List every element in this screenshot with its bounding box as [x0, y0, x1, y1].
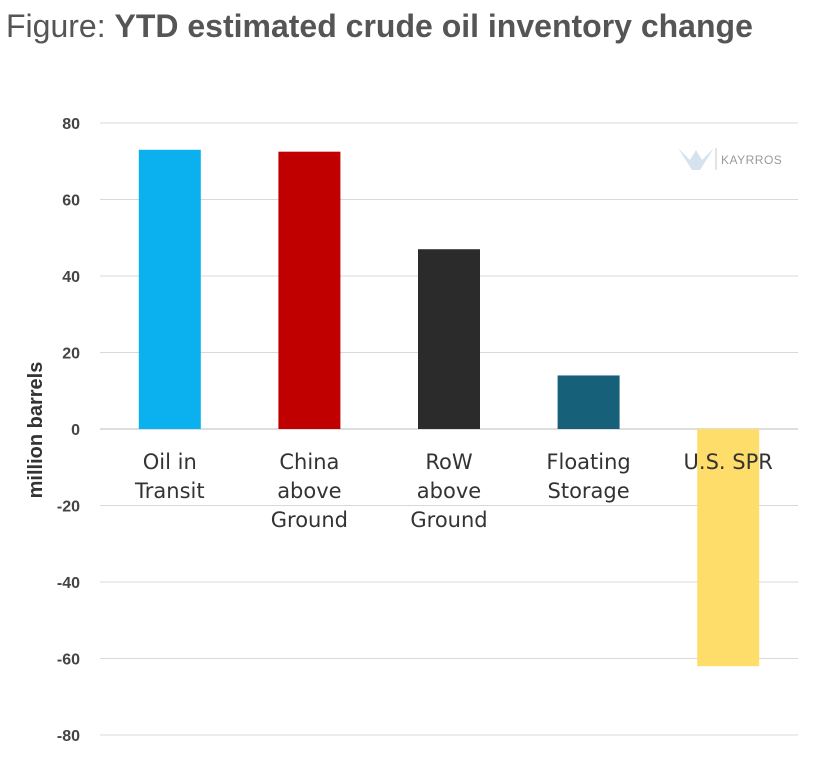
bar [418, 249, 480, 429]
category-label: Oil in Transit [134, 450, 205, 503]
category-label-line: China [279, 450, 339, 474]
bar [138, 149, 201, 429]
y-tick-label: -60 [57, 652, 80, 669]
y-tick-label: 60 [62, 193, 80, 210]
category-label-line: Floating [546, 450, 630, 474]
kayrros-logo-icon [678, 148, 714, 170]
y-tick-label: -80 [57, 728, 80, 745]
kayrros-logo: KAYRROS [678, 148, 782, 170]
category-labels: Oil in Transit China above Ground RoW above Gro… [134, 450, 773, 532]
y-tick-label: 80 [62, 116, 80, 133]
y-tick-label: -20 [57, 499, 80, 516]
y-tick-label: 20 [62, 346, 80, 363]
title-prefix: Figure: [6, 8, 115, 44]
y-axis-ticks: 80 60 40 20 0 -20 -40 -60 -80 [57, 116, 80, 745]
chart-title: Figure: YTD estimated crude oil inventor… [6, 8, 753, 45]
kayrros-logo-text: KAYRROS [721, 153, 782, 167]
category-label-line: RoW [425, 450, 472, 474]
y-tick-label: 0 [71, 422, 80, 439]
bar [278, 151, 341, 429]
bars [138, 149, 760, 667]
bar [697, 429, 760, 667]
category-label-line: Oil in [143, 450, 197, 474]
category-label-line: Ground [410, 508, 487, 532]
y-axis-label: million barrels [25, 362, 47, 499]
category-label-line: Ground [271, 508, 348, 532]
category-label: U.S. SPR [684, 450, 773, 474]
category-label: RoW above Ground [410, 450, 487, 532]
category-label: Floating Storage [546, 450, 630, 503]
y-tick-label: 40 [62, 269, 80, 286]
title-main: YTD estimated crude oil inventory change [114, 8, 753, 44]
category-label-line: above [417, 479, 481, 503]
category-label-line: above [277, 479, 341, 503]
category-label-line: Storage [548, 479, 630, 503]
y-tick-label: -40 [57, 575, 80, 592]
category-label: China above Ground [271, 450, 348, 532]
bar [557, 375, 620, 429]
category-label-line: Transit [134, 479, 205, 503]
category-label-line: U.S. SPR [684, 450, 773, 474]
